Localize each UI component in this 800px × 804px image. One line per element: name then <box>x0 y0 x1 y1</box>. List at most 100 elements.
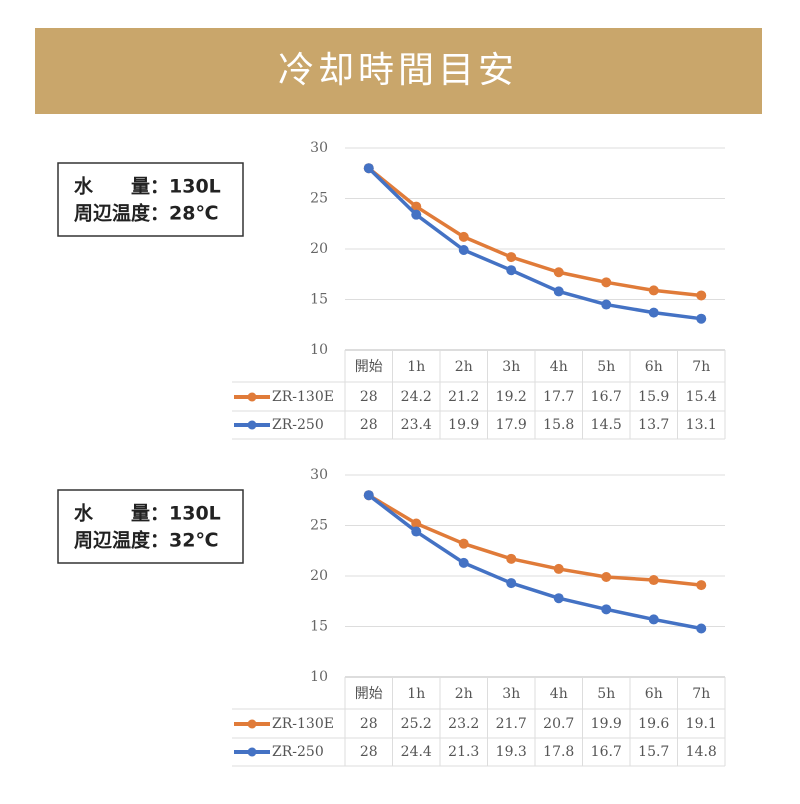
data-point <box>601 277 612 288</box>
y-tick-label: 20 <box>310 241 328 257</box>
data-point <box>601 604 612 615</box>
condition-text: 水 量：130L <box>74 176 221 198</box>
x-tick-label: 2h <box>455 359 473 375</box>
legend-swatch-dot <box>247 747 257 757</box>
table-cell: 13.1 <box>686 417 717 433</box>
data-point <box>506 578 517 589</box>
x-tick-label: 4h <box>550 359 568 375</box>
table-cell: 17.8 <box>543 744 574 760</box>
table-cell: 19.9 <box>591 716 622 732</box>
data-point <box>458 538 469 549</box>
data-point <box>601 299 612 310</box>
table-cell: 14.8 <box>686 744 717 760</box>
x-tick-label: 1h <box>407 686 425 702</box>
table-cell: 13.7 <box>638 417 669 433</box>
data-point <box>411 518 422 529</box>
x-tick-label: 開始 <box>355 686 383 702</box>
condition-box <box>57 162 244 237</box>
legend-label: ZR-250 <box>272 417 324 433</box>
x-tick-label: 5h <box>597 686 615 702</box>
x-tick-label: 3h <box>502 686 520 702</box>
data-point <box>553 267 564 278</box>
data-point <box>553 563 564 574</box>
y-tick-label: 20 <box>310 568 328 584</box>
data-point <box>458 557 469 568</box>
data-point <box>696 313 707 324</box>
legend-label: ZR-250 <box>272 744 324 760</box>
data-point <box>411 209 422 220</box>
table-cell: 21.7 <box>496 716 527 732</box>
data-point <box>411 201 422 212</box>
table-cell: 19.9 <box>448 417 479 433</box>
x-tick-label: 4h <box>550 686 568 702</box>
y-tick-label: 10 <box>310 342 328 358</box>
data-point <box>696 623 707 634</box>
series-line <box>367 166 702 321</box>
legend-swatch-dot <box>247 719 257 729</box>
table-cell: 25.2 <box>401 716 432 732</box>
data-point <box>506 265 517 276</box>
y-tick-label: 10 <box>310 669 328 685</box>
data-point <box>506 252 517 263</box>
table-cell: 19.1 <box>686 716 717 732</box>
x-tick-label: 6h <box>645 359 663 375</box>
y-tick-label: 25 <box>310 518 328 534</box>
y-tick-label: 15 <box>310 619 328 635</box>
y-tick-label: 30 <box>310 467 328 483</box>
data-point <box>363 163 374 174</box>
legend-label: ZR-130E <box>272 389 334 405</box>
data-point <box>553 286 564 297</box>
y-tick-label: 30 <box>310 140 328 156</box>
table-cell: 23.2 <box>448 716 479 732</box>
table-cell: 21.3 <box>448 744 479 760</box>
series-line <box>367 493 702 631</box>
table-cell: 28 <box>360 716 378 732</box>
table-cell: 24.4 <box>401 744 432 760</box>
x-tick-label: 7h <box>692 359 710 375</box>
header-band <box>35 28 762 114</box>
data-point <box>696 580 707 591</box>
table-cell: 21.2 <box>448 389 479 405</box>
table-cell: 24.2 <box>401 389 432 405</box>
data-point <box>506 553 517 564</box>
data-point <box>648 575 659 586</box>
x-tick-label: 3h <box>502 359 520 375</box>
x-tick-label: 1h <box>407 359 425 375</box>
data-point <box>648 614 659 625</box>
y-tick-label: 25 <box>310 191 328 207</box>
series-line <box>367 166 702 298</box>
table-cell: 28 <box>360 417 378 433</box>
table-cell: 15.8 <box>543 417 574 433</box>
condition-box <box>57 489 244 564</box>
table-cell: 28 <box>360 744 378 760</box>
table-cell: 16.7 <box>591 744 622 760</box>
x-tick-label: 2h <box>455 686 473 702</box>
x-tick-label: 5h <box>597 359 615 375</box>
x-tick-label: 6h <box>645 686 663 702</box>
data-point <box>458 245 469 256</box>
condition-text: 周辺温度：28℃ <box>74 202 218 225</box>
header-title: 冷却時間目安 <box>278 50 518 91</box>
table-cell: 23.4 <box>401 417 432 433</box>
data-point <box>411 526 422 537</box>
data-point <box>553 593 564 604</box>
table-cell: 19.3 <box>496 744 527 760</box>
legend-label: ZR-130E <box>272 716 334 732</box>
x-tick-label: 7h <box>692 686 710 702</box>
data-point <box>696 290 707 301</box>
table-cell: 15.7 <box>638 744 669 760</box>
table-cell: 16.7 <box>591 389 622 405</box>
condition-text: 周辺温度：32℃ <box>74 529 218 552</box>
legend-swatch-dot <box>247 420 257 430</box>
table-cell: 28 <box>360 389 378 405</box>
table-cell: 15.4 <box>686 389 717 405</box>
x-tick-label: 開始 <box>355 359 383 375</box>
y-tick-label: 15 <box>310 292 328 308</box>
data-point <box>648 285 659 296</box>
data-point <box>363 490 374 501</box>
condition-text: 水 量：130L <box>74 503 221 525</box>
table-cell: 15.9 <box>638 389 669 405</box>
table-cell: 17.9 <box>496 417 527 433</box>
table-cell: 14.5 <box>591 417 622 433</box>
